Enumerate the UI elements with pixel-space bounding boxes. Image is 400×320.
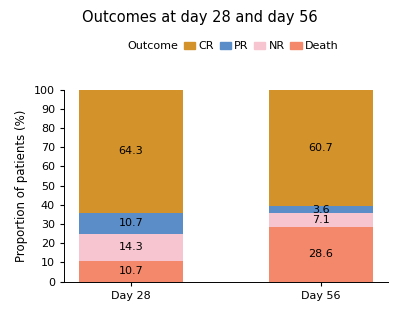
Bar — [269, 213, 373, 227]
Bar — [269, 90, 373, 206]
Text: 28.6: 28.6 — [308, 249, 334, 259]
Bar — [79, 261, 183, 282]
Y-axis label: Proportion of patients (%): Proportion of patients (%) — [16, 109, 28, 262]
Bar — [79, 213, 183, 234]
Text: 10.7: 10.7 — [119, 218, 143, 228]
Text: 10.7: 10.7 — [119, 266, 143, 276]
Bar — [79, 90, 183, 213]
Text: 14.3: 14.3 — [119, 242, 143, 252]
Legend: Outcome, CR, PR, NR, Death: Outcome, CR, PR, NR, Death — [114, 41, 338, 52]
Text: Outcomes at day 28 and day 56: Outcomes at day 28 and day 56 — [82, 10, 318, 25]
Text: 7.1: 7.1 — [312, 215, 330, 225]
Text: 64.3: 64.3 — [119, 146, 143, 156]
Text: 3.6: 3.6 — [312, 204, 330, 215]
Bar — [269, 206, 373, 213]
Bar — [269, 227, 373, 282]
Text: 60.7: 60.7 — [309, 143, 333, 153]
Bar — [79, 234, 183, 261]
